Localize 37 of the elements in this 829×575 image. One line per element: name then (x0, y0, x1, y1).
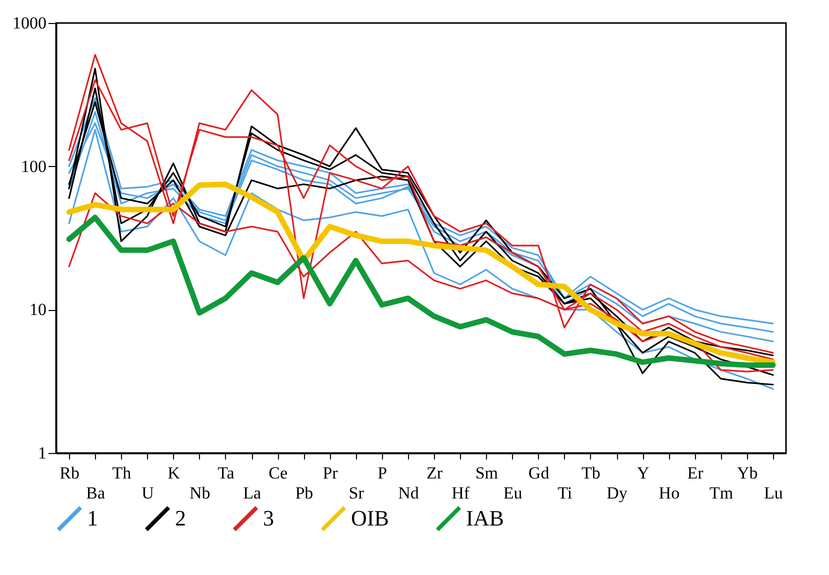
x-tick-label: Pr (322, 464, 338, 482)
x-tick-label: Tm (710, 484, 734, 502)
x-tick-label: Nb (190, 484, 210, 502)
x-tick-label: Gd (528, 464, 550, 482)
legend-label: 3 (263, 506, 274, 531)
x-tick-label: K (168, 464, 181, 482)
x-tick-label: Lu (764, 484, 784, 502)
legend-label: IAB (466, 506, 504, 531)
y-tick-label: 10 (30, 300, 46, 320)
x-tick-label: Nd (398, 484, 420, 502)
x-tick-label: Pb (295, 484, 314, 502)
x-tick-label: Ho (658, 484, 680, 502)
x-tick-label: Dy (606, 484, 628, 502)
y-tick-label: 1 (38, 444, 46, 462)
legend-label: 1 (87, 506, 98, 531)
y-tick-label: 1000 (12, 14, 46, 32)
y-tick-label: 100 (21, 156, 46, 176)
x-tick-label: Y (636, 464, 650, 482)
x-tick-label: Er (687, 464, 704, 482)
x-tick-label: P (378, 464, 388, 482)
x-tick-label: Zr (426, 464, 443, 482)
x-tick-label: Ti (558, 484, 572, 502)
x-tick-label: Yb (737, 464, 758, 482)
x-tick-label: Ce (268, 464, 288, 482)
x-tick-label: Tb (582, 464, 600, 482)
x-tick-label: Ta (218, 464, 235, 482)
legend-label: 2 (175, 506, 186, 531)
x-tick-label: Rb (60, 464, 80, 482)
legend-label: OIB (351, 506, 389, 531)
x-tick-label: Th (112, 464, 132, 482)
x-tick-label: Sm (475, 464, 498, 482)
x-tick-label: Sr (348, 484, 364, 502)
x-tick-label: U (142, 484, 154, 502)
x-tick-label: Hf (452, 484, 470, 502)
x-tick-label: Ba (86, 484, 106, 502)
x-tick-label: Eu (503, 484, 523, 502)
x-tick-label: La (243, 484, 262, 502)
